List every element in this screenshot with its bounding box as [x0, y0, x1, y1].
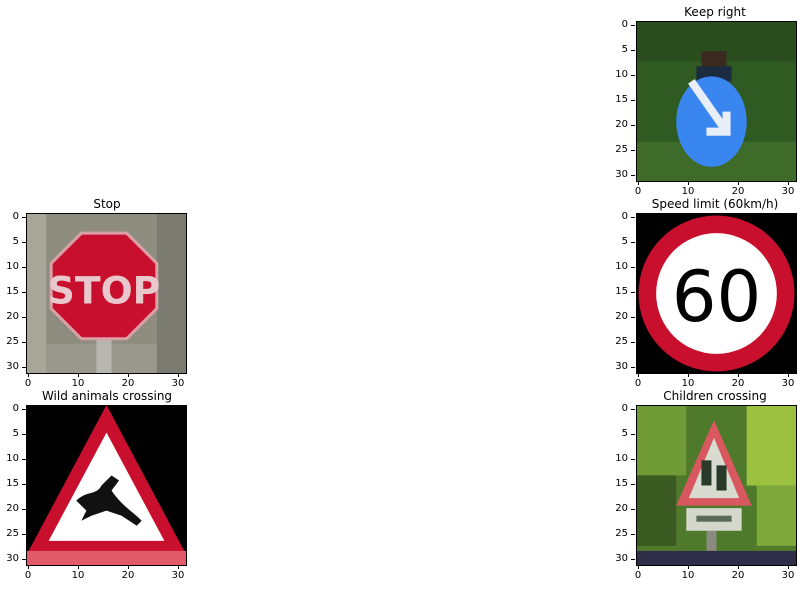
x-tick-label: 20 [728, 565, 748, 581]
y-tick-label: 0 [606, 19, 635, 30]
x-tick-label: 30 [778, 565, 798, 581]
y-tick-label: 25 [0, 336, 26, 347]
y-tick-label: 30 [0, 361, 26, 372]
x-tick-label: 10 [68, 373, 88, 389]
y-tick-label: 20 [0, 503, 26, 514]
x-tick-label: 0 [628, 373, 648, 389]
y-tick-label: 20 [0, 311, 26, 322]
x-tick-label: 30 [168, 373, 188, 389]
y-tick-label: 25 [0, 528, 26, 539]
y-tick-label: 30 [606, 169, 635, 180]
y-tick-label: 0 [0, 211, 26, 222]
x-tick-label: 30 [778, 181, 798, 197]
y-tick-label: 30 [606, 553, 635, 564]
y-tick-label: 10 [606, 69, 635, 80]
y-tick-label: 15 [606, 478, 635, 489]
y-tick-label: 25 [606, 336, 635, 347]
x-tick-label: 30 [778, 373, 798, 389]
y-tick-label: 20 [606, 503, 635, 514]
x-tick-label: 10 [68, 565, 88, 581]
panel-title: Stop [93, 197, 121, 211]
y-tick-label: 0 [606, 403, 635, 414]
y-tick-label: 10 [0, 261, 26, 272]
x-tick-label: 0 [18, 373, 38, 389]
x-tick-label: 20 [728, 373, 748, 389]
y-tick-label: 5 [606, 236, 635, 247]
x-tick-label: 10 [678, 373, 698, 389]
y-tick-label: 15 [606, 94, 635, 105]
wild-animals-sign-image [26, 405, 187, 566]
y-tick-label: 15 [0, 286, 26, 297]
speed-limit-sign-text: 60 [672, 256, 762, 338]
x-tick-label: 20 [118, 373, 138, 389]
panel-title: Wild animals crossing [41, 389, 173, 403]
x-tick-label: 20 [728, 181, 748, 197]
y-tick-label: 10 [606, 261, 635, 272]
y-tick-label: 0 [606, 211, 635, 222]
y-tick-label: 30 [0, 553, 26, 564]
y-tick-label: 10 [606, 453, 635, 464]
y-tick-label: 15 [0, 478, 26, 489]
x-tick-label: 0 [18, 565, 38, 581]
y-tick-label: 5 [606, 428, 635, 439]
stop-sign-text: STOP [48, 269, 161, 313]
y-tick-label: 0 [0, 403, 26, 414]
x-tick-label: 0 [628, 181, 648, 197]
stop-sign-image: STOP [26, 213, 187, 374]
y-tick-label: 5 [0, 428, 26, 439]
speed-limit-sign-image: 60 [636, 213, 797, 374]
x-tick-label: 30 [168, 565, 188, 581]
x-tick-label: 10 [678, 181, 698, 197]
y-tick-label: 30 [606, 361, 635, 372]
panel-title: Keep right [684, 5, 746, 19]
x-tick-label: 20 [118, 565, 138, 581]
panel-title: Children crossing [663, 389, 767, 403]
y-tick-label: 20 [606, 311, 635, 322]
x-tick-label: 0 [628, 565, 648, 581]
y-tick-label: 10 [0, 453, 26, 464]
y-tick-label: 25 [606, 144, 635, 155]
x-tick-label: 10 [678, 565, 698, 581]
y-tick-label: 5 [0, 236, 26, 247]
y-tick-label: 20 [606, 119, 635, 130]
y-tick-label: 25 [606, 528, 635, 539]
keep-right-sign-image [636, 21, 797, 182]
y-tick-label: 5 [606, 44, 635, 55]
children-crossing-sign-image [636, 405, 797, 566]
panel-title: Speed limit (60km/h) [651, 197, 779, 211]
y-tick-label: 15 [606, 286, 635, 297]
